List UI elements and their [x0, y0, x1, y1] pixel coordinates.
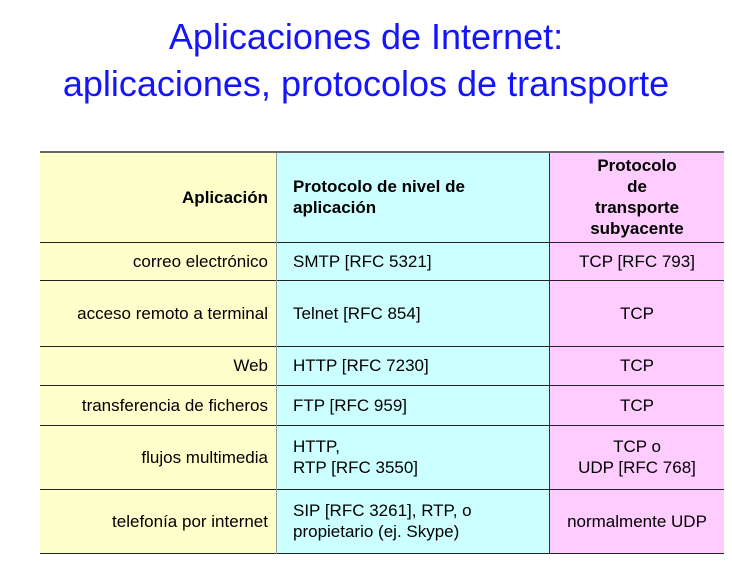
cell-application: correo electrónico — [40, 242, 277, 280]
cell-app-protocol: SIP [RFC 3261], RTP, o propietario (ej. … — [276, 489, 550, 553]
table-row: Web HTTP [RFC 7230] TCP — [40, 346, 724, 385]
slide-title-line1: Aplicaciones de Internet: — [168, 16, 564, 57]
table-row: flujos multimedia HTTP, RTP [RFC 3550] T… — [40, 425, 724, 489]
cell-transport: TCP [RFC 793] — [549, 242, 724, 280]
cell-app-protocol: HTTP [RFC 7230] — [276, 346, 550, 385]
cell-application: Web — [40, 346, 277, 385]
table-row: transferencia de ficheros FTP [RFC 959] … — [40, 385, 724, 425]
table-header-row: Aplicación Protocolo de nivel de aplicac… — [40, 152, 724, 242]
table-row: telefonía por internet SIP [RFC 3261], R… — [40, 489, 724, 553]
cell-transport: TCP — [549, 385, 724, 425]
slide-title-line2: aplicaciones, protocolos de transporte — [62, 63, 670, 104]
cell-app-protocol: HTTP, RTP [RFC 3550] — [276, 425, 550, 489]
header-application: Aplicación — [40, 152, 277, 242]
cell-app-protocol: FTP [RFC 959] — [276, 385, 550, 425]
table-row: acceso remoto a terminal Telnet [RFC 854… — [40, 280, 724, 346]
cell-application: acceso remoto a terminal — [40, 280, 277, 346]
cell-application: transferencia de ficheros — [40, 385, 277, 425]
cell-transport: TCP — [549, 346, 724, 385]
header-transport-protocol: Protocolo de transporte subyacente — [549, 152, 724, 242]
cell-application: flujos multimedia — [40, 425, 277, 489]
cell-application: telefonía por internet — [40, 489, 277, 553]
table-row: correo electrónico SMTP [RFC 5321] TCP [… — [40, 242, 724, 280]
cell-transport: TCP — [549, 280, 724, 346]
header-app-protocol: Protocolo de nivel de aplicación — [276, 152, 550, 242]
cell-transport: normalmente UDP — [549, 489, 724, 553]
cell-app-protocol: SMTP [RFC 5321] — [276, 242, 550, 280]
cell-transport: TCP o UDP [RFC 768] — [549, 425, 724, 489]
protocols-table: Aplicación Protocolo de nivel de aplicac… — [40, 151, 724, 554]
cell-app-protocol: Telnet [RFC 854] — [276, 280, 550, 346]
